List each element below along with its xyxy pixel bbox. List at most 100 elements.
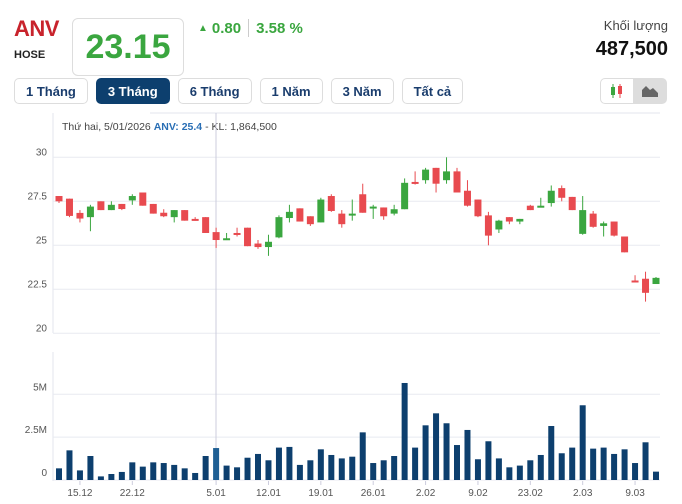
tab-3-years[interactable]: 3 Năm xyxy=(330,78,394,104)
volume-bar xyxy=(213,448,220,480)
volume-bar xyxy=(474,459,481,480)
date-tick-label: 15.12 xyxy=(67,488,92,499)
candle-body xyxy=(338,213,346,225)
tab-all[interactable]: Tất cả xyxy=(401,78,464,104)
change-percent: 3.58 % xyxy=(256,19,303,37)
volume-bar xyxy=(139,466,146,480)
candle xyxy=(191,217,199,221)
volume-bar xyxy=(590,448,597,480)
candle xyxy=(128,194,136,205)
volume-bar xyxy=(579,405,586,480)
date-tick-label: 12.01 xyxy=(256,488,281,499)
volume-bar xyxy=(537,454,544,480)
area-chart-icon xyxy=(642,86,658,97)
candle-body xyxy=(223,238,231,241)
volume-bar xyxy=(349,456,356,480)
candle-body xyxy=(86,206,94,218)
candle xyxy=(401,178,409,210)
price-tick-label: 22.5 xyxy=(28,279,48,290)
candle xyxy=(160,209,168,218)
volume-bar xyxy=(443,423,450,480)
candle-body xyxy=(212,232,220,241)
volume-tick-label: 0 xyxy=(41,468,47,479)
volume-bar xyxy=(286,446,293,480)
candle-body xyxy=(170,210,178,218)
volume-bar xyxy=(223,465,230,480)
candle xyxy=(537,197,545,208)
candle-body xyxy=(568,196,576,211)
candle xyxy=(610,221,618,237)
candle-body xyxy=(149,203,157,214)
volume-bar xyxy=(642,442,649,480)
candle xyxy=(453,167,461,193)
candle-body xyxy=(621,236,629,253)
exchange-label: HOSE xyxy=(14,49,46,61)
candle-body xyxy=(495,220,503,230)
volume-bar xyxy=(401,382,408,480)
candle-body xyxy=(275,217,283,238)
volume-bar xyxy=(359,432,366,480)
candle xyxy=(181,210,189,221)
candle xyxy=(55,196,63,204)
candle xyxy=(306,216,314,226)
candle xyxy=(202,217,210,233)
candle xyxy=(254,240,262,249)
date-tick-label: 23.02 xyxy=(518,488,543,499)
candle-body xyxy=(118,203,126,210)
tab-3-months[interactable]: 3 Tháng xyxy=(95,78,170,104)
price-change: ▲ 0.80 3.58 % xyxy=(198,19,303,37)
price-tick-label: 25 xyxy=(36,235,48,246)
tab-1-year[interactable]: 1 Năm xyxy=(259,78,323,104)
candle xyxy=(296,208,304,222)
volume-bar xyxy=(338,458,345,480)
date-tick-label: 19.01 xyxy=(308,488,333,499)
candle-body xyxy=(380,207,388,217)
volume-label: Khối lượng xyxy=(603,18,668,33)
area-chart-button[interactable] xyxy=(633,78,667,104)
candle-body xyxy=(390,209,398,214)
volume-bar xyxy=(391,456,398,480)
candle-body xyxy=(558,188,566,198)
volume-bar xyxy=(275,447,282,480)
volume-bar xyxy=(454,445,460,480)
volume-bar xyxy=(181,468,188,480)
tab-1-month[interactable]: 1 Tháng xyxy=(14,78,88,104)
volume-bar xyxy=(621,449,628,480)
candle xyxy=(170,210,178,223)
candle xyxy=(652,276,660,285)
volume-bar xyxy=(485,441,492,480)
volume-bar xyxy=(192,472,199,480)
volume-bar xyxy=(495,458,502,480)
candle-body xyxy=(610,221,618,236)
volume-bar xyxy=(296,464,303,480)
candle-body xyxy=(306,216,314,225)
candle-body xyxy=(505,217,513,222)
candle-body xyxy=(631,280,639,283)
candle xyxy=(118,203,126,211)
volume-bar xyxy=(516,465,523,480)
volume-bar xyxy=(171,464,178,480)
volume-bar xyxy=(422,425,429,480)
candle xyxy=(285,204,293,223)
volume-bar xyxy=(506,467,513,480)
volume-tick-label: 5M xyxy=(33,382,47,393)
candle-body xyxy=(369,206,377,209)
volume-bar xyxy=(370,463,377,480)
candle-body xyxy=(244,227,252,247)
volume-bar xyxy=(307,460,314,480)
candle xyxy=(86,204,94,232)
up-arrow-icon: ▲ xyxy=(198,22,208,34)
tab-6-months[interactable]: 6 Tháng xyxy=(177,78,252,104)
volume-bar xyxy=(244,457,251,480)
candle xyxy=(275,215,283,239)
candle xyxy=(422,167,430,184)
candle-body xyxy=(202,217,210,233)
candle-body xyxy=(484,215,492,236)
candle-body xyxy=(264,241,272,248)
candle-body xyxy=(348,213,356,216)
current-price: 23.15 xyxy=(72,18,184,76)
price-tick-label: 30 xyxy=(36,147,48,158)
volume-bar xyxy=(611,453,618,480)
candle xyxy=(621,236,629,253)
